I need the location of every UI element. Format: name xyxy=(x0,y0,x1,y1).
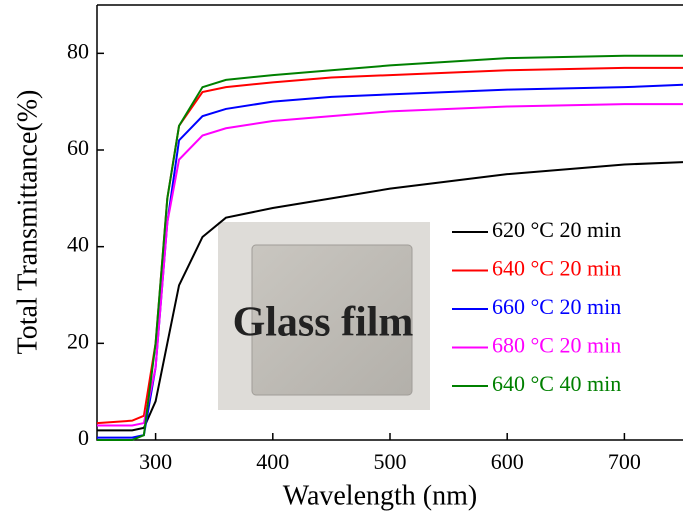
x-tick-label: 500 xyxy=(374,449,407,474)
y-tick-label: 80 xyxy=(67,38,89,63)
x-tick-label: 300 xyxy=(139,449,172,474)
x-tick-label: 600 xyxy=(491,449,524,474)
y-tick-label: 60 xyxy=(67,135,89,160)
y-axis-label: Total Transmittance(%) xyxy=(12,90,43,355)
legend-label: 660 °C 20 min xyxy=(492,294,621,319)
x-tick-label: 700 xyxy=(608,449,641,474)
y-tick-label: 40 xyxy=(67,232,89,257)
legend-label: 640 °C 20 min xyxy=(492,256,621,281)
legend-label: 640 °C 40 min xyxy=(492,371,621,396)
legend-label: 620 °C 20 min xyxy=(492,217,621,242)
y-tick-label: 0 xyxy=(78,425,89,450)
chart: Glass film Wavelength (nm) Total Transmi… xyxy=(0,0,683,524)
y-tick-label: 20 xyxy=(67,328,89,353)
x-axis-label: Wavelength (nm) xyxy=(283,480,477,511)
legend-label: 680 °C 20 min xyxy=(492,333,621,358)
x-tick-label: 400 xyxy=(256,449,289,474)
inset-label: Glass film xyxy=(233,300,414,346)
